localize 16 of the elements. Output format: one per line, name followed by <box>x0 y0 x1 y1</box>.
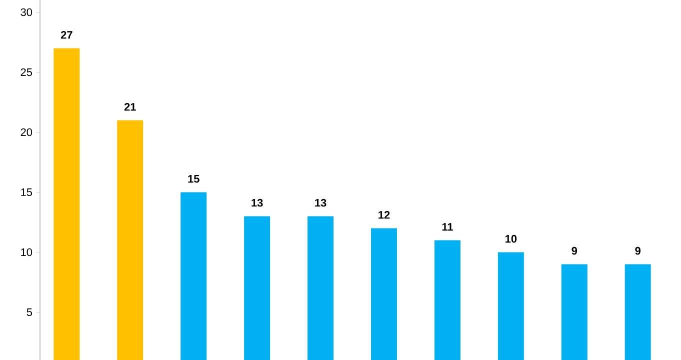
y-tick-label: 25 <box>20 68 32 76</box>
y-tick-label: 15 <box>21 188 32 196</box>
y-tick-label: 20 <box>20 128 32 136</box>
y-tick-label: 5 <box>26 308 32 316</box>
data-label: 11 <box>442 222 453 230</box>
data-label: 27 <box>60 30 72 38</box>
y-tick-label: 10 <box>21 248 32 256</box>
data-label: 9 <box>635 246 640 254</box>
data-label: 13 <box>252 198 263 206</box>
y-tick-label: 30 <box>20 8 32 16</box>
data-label: 13 <box>315 198 326 206</box>
data-label: 21 <box>124 102 136 110</box>
data-label: 15 <box>188 174 200 182</box>
data-label: 10 <box>506 234 517 242</box>
data-label: 9 <box>572 246 578 254</box>
data-label: 12 <box>378 210 390 218</box>
